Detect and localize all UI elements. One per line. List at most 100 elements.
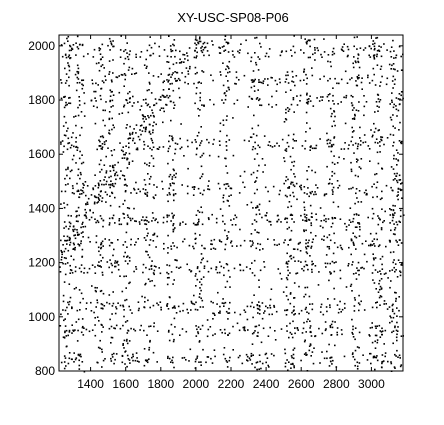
scatter-point [101,331,103,333]
scatter-point [379,198,382,201]
scatter-point [121,290,124,293]
scatter-point [306,320,308,323]
scatter-point [234,311,236,314]
scatter-point [69,146,72,149]
scatter-point [197,331,199,333]
scatter-point [328,246,330,248]
scatter-point [276,83,278,86]
scatter-point [129,101,131,103]
scatter-point [81,255,84,258]
scatter-point [114,312,117,315]
scatter-point [168,357,171,360]
scatter-point [100,217,103,220]
scatter-point [228,71,231,73]
scatter-point [140,51,143,53]
scatter-point [353,310,356,312]
scatter-point [64,82,67,84]
scatter-point [392,303,394,306]
scatter-point [399,121,401,124]
scatter-point [118,75,120,77]
scatter-point [393,157,395,160]
scatter-point [243,326,246,328]
scatter-point [374,257,377,259]
scatter-point [331,183,333,185]
scatter-point [336,180,339,182]
scatter-point [122,343,124,345]
scatter-point [356,36,358,38]
scatter-point [258,368,260,370]
scatter-point [222,102,225,104]
scatter-point [152,217,155,219]
scatter-point [309,204,312,207]
scatter-point [387,277,389,279]
scatter-point [299,250,302,252]
scatter-point [305,264,308,266]
scatter-point [394,291,396,294]
scatter-point [80,189,82,191]
scatter-point [68,331,71,333]
scatter-point [392,75,395,78]
scatter-point [345,225,348,228]
scatter-point [305,251,308,253]
scatter-point [212,334,214,337]
scatter-point [127,262,129,265]
scatter-point [127,111,130,114]
scatter-point [330,334,333,336]
scatter-point [357,54,360,56]
scatter-point [86,203,89,205]
scatter-point [245,266,248,268]
scatter-point [221,331,223,334]
scatter-point [256,205,259,207]
scatter-point [393,83,396,85]
scatter-point [364,141,367,143]
scatter-point [135,241,137,244]
scatter-point [167,308,170,310]
scatter-point [256,231,258,234]
scatter-point [354,364,356,367]
scatter-point [168,264,171,267]
scatter-point [331,112,333,115]
scatter-point [378,324,381,327]
scatter-point [308,239,310,242]
scatter-point [65,240,68,242]
scatter-point [169,184,172,187]
scatter-point [376,64,379,66]
scatter-point [155,266,157,268]
scatter-point [268,200,271,203]
scatter-point [249,305,252,308]
scatter-point [283,157,285,159]
scatter-point [376,105,379,107]
scatter-point [207,185,209,187]
scatter-point [101,274,104,276]
scatter-point [333,136,336,138]
scatter-point [329,306,331,309]
scatter-point [112,254,114,257]
scatter-point [214,248,217,250]
scatter-point [132,359,134,362]
scatter-point [305,239,307,241]
scatter-point [316,97,318,99]
scatter-point [380,138,382,141]
scatter-point [373,42,376,45]
scatter-point [263,261,265,263]
scatter-point [142,118,144,120]
scatter-point [392,189,394,192]
scatter-point [146,228,148,230]
scatter-point [391,92,393,94]
scatter-point [350,140,352,143]
scatter-point [174,307,176,309]
scatter-point [323,51,326,53]
scatter-point [384,352,387,354]
scatter-point [293,160,296,163]
scatter-point [222,124,225,126]
scatter-point [303,321,305,324]
scatter-point [358,346,360,349]
scatter-point [287,244,289,246]
scatter-point [244,311,247,313]
scatter-point [257,242,259,245]
scatter-point [121,174,124,177]
scatter-point [269,326,271,329]
scatter-point [292,81,295,83]
scatter-point [331,222,334,225]
